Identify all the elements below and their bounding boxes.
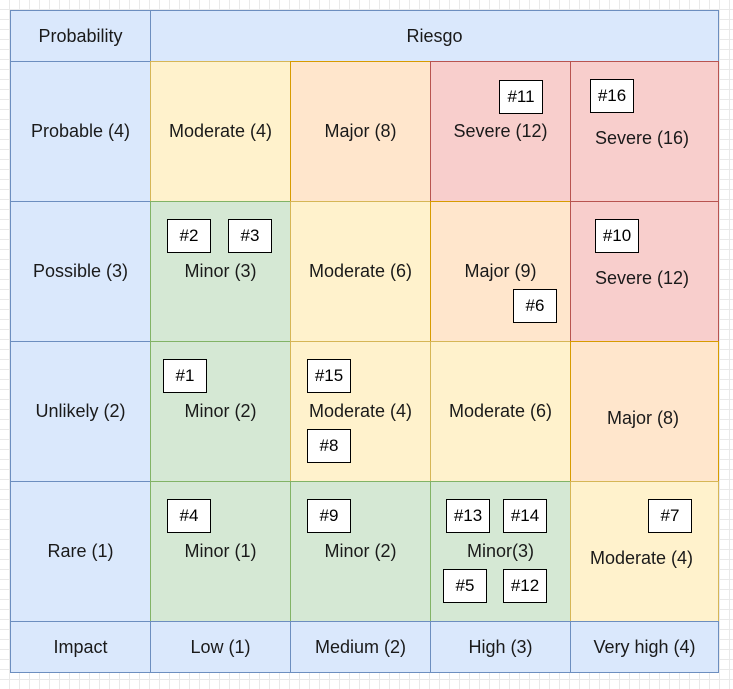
risk-tag: #6 [513,289,557,323]
risk-tag: #4 [167,499,211,533]
cell-risk-label: Major (9) [464,261,537,281]
cell-probable-medium: Major (8) [290,61,431,202]
cell-rare-very-high: Moderate (4) [570,481,719,622]
risk-tag: #2 [167,219,211,253]
col-label-high: High (3) [430,621,571,673]
cell-risk-label: Major (8) [607,408,680,428]
impact-header: Impact [10,621,151,673]
cell-risk-label: Moderate (6) [448,401,553,421]
col-label-low: Low (1) [150,621,291,673]
cell-risk-label: Moderate (4) [308,401,413,421]
cell-risk-label: Major (8) [324,121,397,141]
cell-unlikely-very-high: Major (8) [570,341,719,482]
cell-risk-label: Severe (12) [453,121,548,141]
risk-tag: #1 [163,359,207,393]
row-label-unlikely: Unlikely (2) [10,341,151,482]
cell-risk-label: Moderate (4) [168,121,273,141]
cell-possible-medium: Moderate (6) [290,201,431,342]
row-label-probable: Probable (4) [10,61,151,202]
risk-tag: #10 [595,219,639,253]
cell-risk-label: Minor (2) [324,541,397,561]
cell-risk-label: Severe (16) [595,128,690,148]
risk-tag: #11 [499,80,543,114]
risk-tag: #7 [648,499,692,533]
row-label-rare: Rare (1) [10,481,151,622]
risk-tag: #15 [307,359,351,393]
cell-probable-low: Moderate (4) [150,61,291,202]
col-label-very-high: Very high (4) [570,621,719,673]
risk-tag: #8 [307,429,351,463]
probability-header: Probability [10,10,151,62]
chart-title: Riesgo [150,10,719,62]
cell-risk-label: Severe (12) [595,268,690,288]
risk-tag: #16 [590,79,634,113]
cell-risk-label: Moderate (6) [308,261,413,281]
row-label-possible: Possible (3) [10,201,151,342]
risk-tag: #12 [503,569,547,603]
cell-risk-label: Minor (2) [184,401,257,421]
cell-rare-low: Minor (1) [150,481,291,622]
risk-tag: #14 [503,499,547,533]
risk-tag: #3 [228,219,272,253]
cell-unlikely-high: Moderate (6) [430,341,571,482]
cell-risk-label: Minor (1) [184,541,257,561]
risk-tag: #13 [446,499,490,533]
cell-possible-very-high: Severe (12) [570,201,719,342]
cell-risk-label: Minor (3) [184,261,257,281]
risk-tag: #5 [443,569,487,603]
cell-risk-label: Minor(3) [466,541,534,561]
col-label-medium: Medium (2) [290,621,431,673]
risk-tag: #9 [307,499,351,533]
cell-risk-label: Moderate (4) [590,548,694,568]
